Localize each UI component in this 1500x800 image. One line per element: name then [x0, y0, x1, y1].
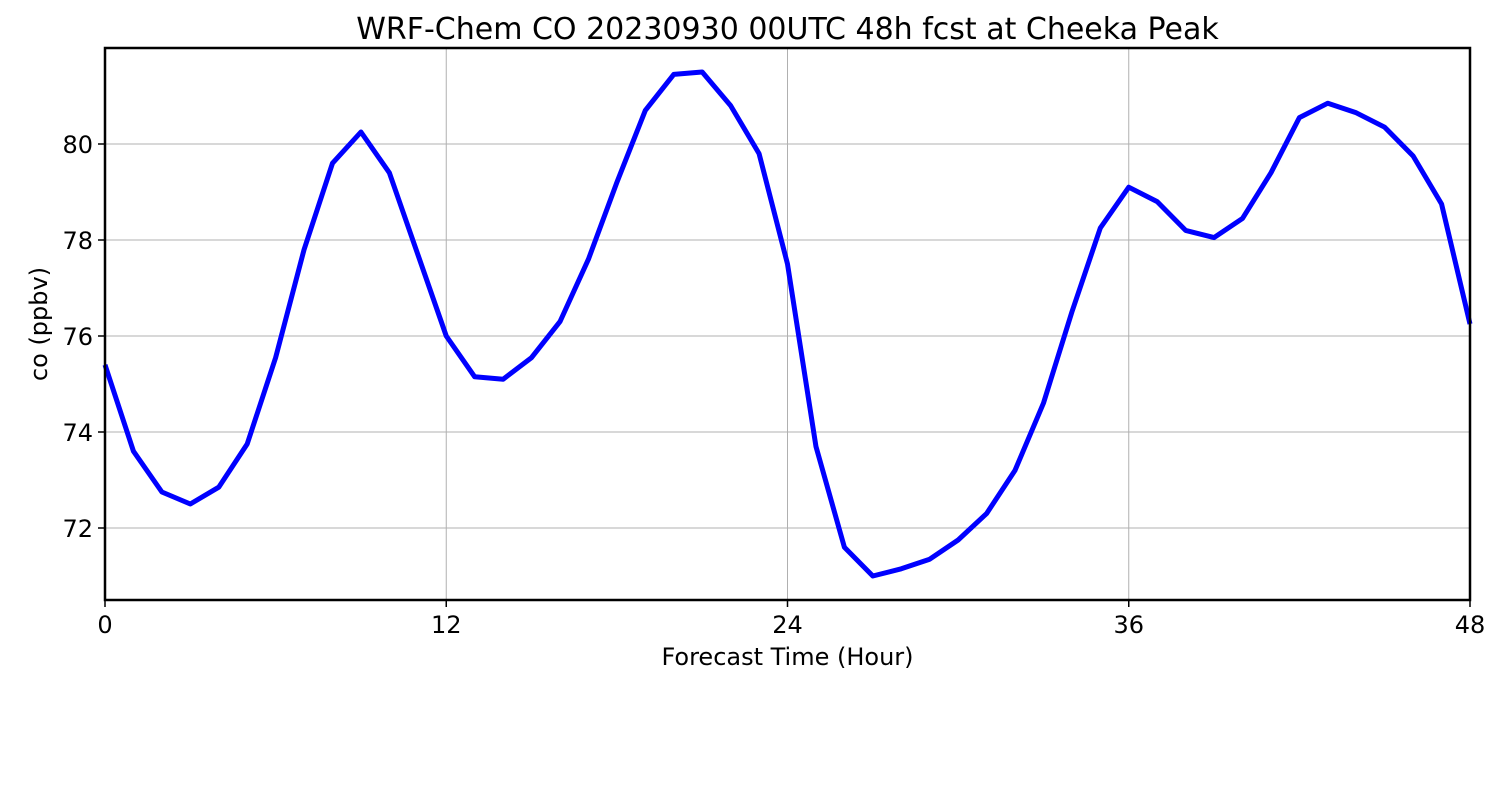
y-tick-label-72: 72	[62, 515, 93, 543]
x-tick-label-12: 12	[431, 611, 462, 639]
x-tick-label-24: 24	[772, 611, 803, 639]
chart-title: WRF-Chem CO 20230930 00UTC 48h fcst at C…	[356, 12, 1219, 47]
x-tick-label-36: 36	[1113, 611, 1144, 639]
x-tick-label-0: 0	[97, 611, 112, 639]
y-axis-title: co (ppbv)	[25, 267, 53, 381]
y-tick-label-78: 78	[62, 227, 93, 255]
y-tick-label-80: 80	[62, 131, 93, 159]
x-axis-title: Forecast Time (Hour)	[661, 643, 913, 671]
axis-ticks: 0 12 24 36 48 72 74 76 78 80	[62, 131, 1485, 639]
x-tick-label-48: 48	[1455, 611, 1486, 639]
y-tick-label-76: 76	[62, 323, 93, 351]
y-tick-label-74: 74	[62, 419, 93, 447]
